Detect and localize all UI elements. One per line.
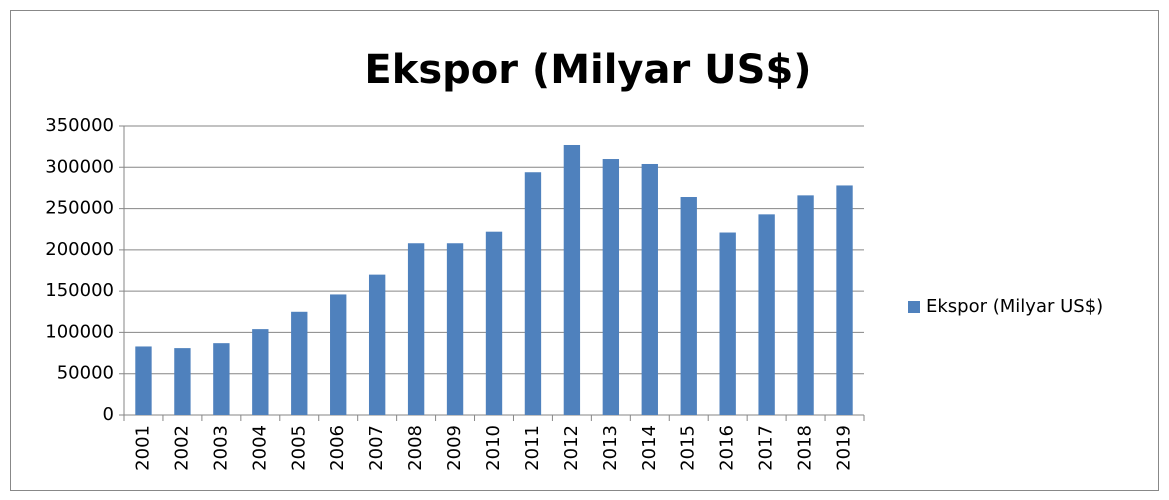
bar (836, 185, 853, 415)
bar (368, 274, 386, 415)
y-tick-label: 250000 (45, 198, 114, 219)
y-tick-label: 50000 (57, 363, 114, 384)
chart-title: Ekspor (Milyar US$) (364, 47, 811, 93)
x-tick-label: 2017 (756, 425, 777, 471)
x-tick-label: 2005 (288, 425, 309, 471)
bar (291, 311, 308, 415)
bar (719, 232, 736, 415)
bar (407, 243, 425, 415)
x-tick-label: 2018 (795, 425, 816, 471)
bar (446, 243, 464, 415)
y-tick-label: 200000 (45, 239, 114, 260)
y-tick-label: 0 (103, 404, 114, 425)
bar (330, 294, 347, 415)
bar (213, 343, 230, 415)
x-tick-label: 2006 (327, 425, 348, 471)
bar (135, 346, 152, 415)
x-tick-label: 2008 (405, 425, 426, 471)
x-tick-label: 2001 (132, 425, 153, 471)
bar (602, 159, 620, 415)
legend-label: Ekspor (Milyar US$) (926, 296, 1103, 317)
bar (797, 195, 814, 415)
bar (174, 348, 191, 415)
legend-swatch (908, 301, 920, 313)
bar (485, 231, 503, 415)
bar (563, 144, 581, 415)
chart-border (10, 10, 1159, 491)
y-tick-label: 150000 (45, 280, 114, 301)
x-tick-label: 2004 (249, 425, 270, 471)
y-tick-label: 300000 (45, 156, 114, 177)
bar (680, 197, 697, 415)
x-tick-label: 2009 (444, 425, 465, 471)
x-tick-label: 2011 (522, 425, 543, 471)
bar (524, 172, 542, 415)
x-tick-label: 2016 (717, 425, 738, 471)
x-tick-label: 2010 (483, 425, 504, 471)
x-tick-label: 2002 (171, 425, 192, 471)
y-tick-label: 100000 (45, 321, 114, 342)
x-tick-label: 2012 (561, 425, 582, 471)
bar (758, 214, 775, 415)
x-tick-label: 2013 (600, 425, 621, 471)
x-tick-label: 2015 (678, 425, 699, 471)
bar (641, 163, 658, 415)
y-tick-label: 350000 (45, 115, 114, 136)
x-tick-label: 2019 (834, 425, 855, 471)
x-tick-label: 2003 (210, 425, 231, 471)
bar (252, 329, 269, 415)
x-tick-label: 2014 (639, 425, 660, 471)
x-tick-label: 2007 (366, 425, 387, 471)
